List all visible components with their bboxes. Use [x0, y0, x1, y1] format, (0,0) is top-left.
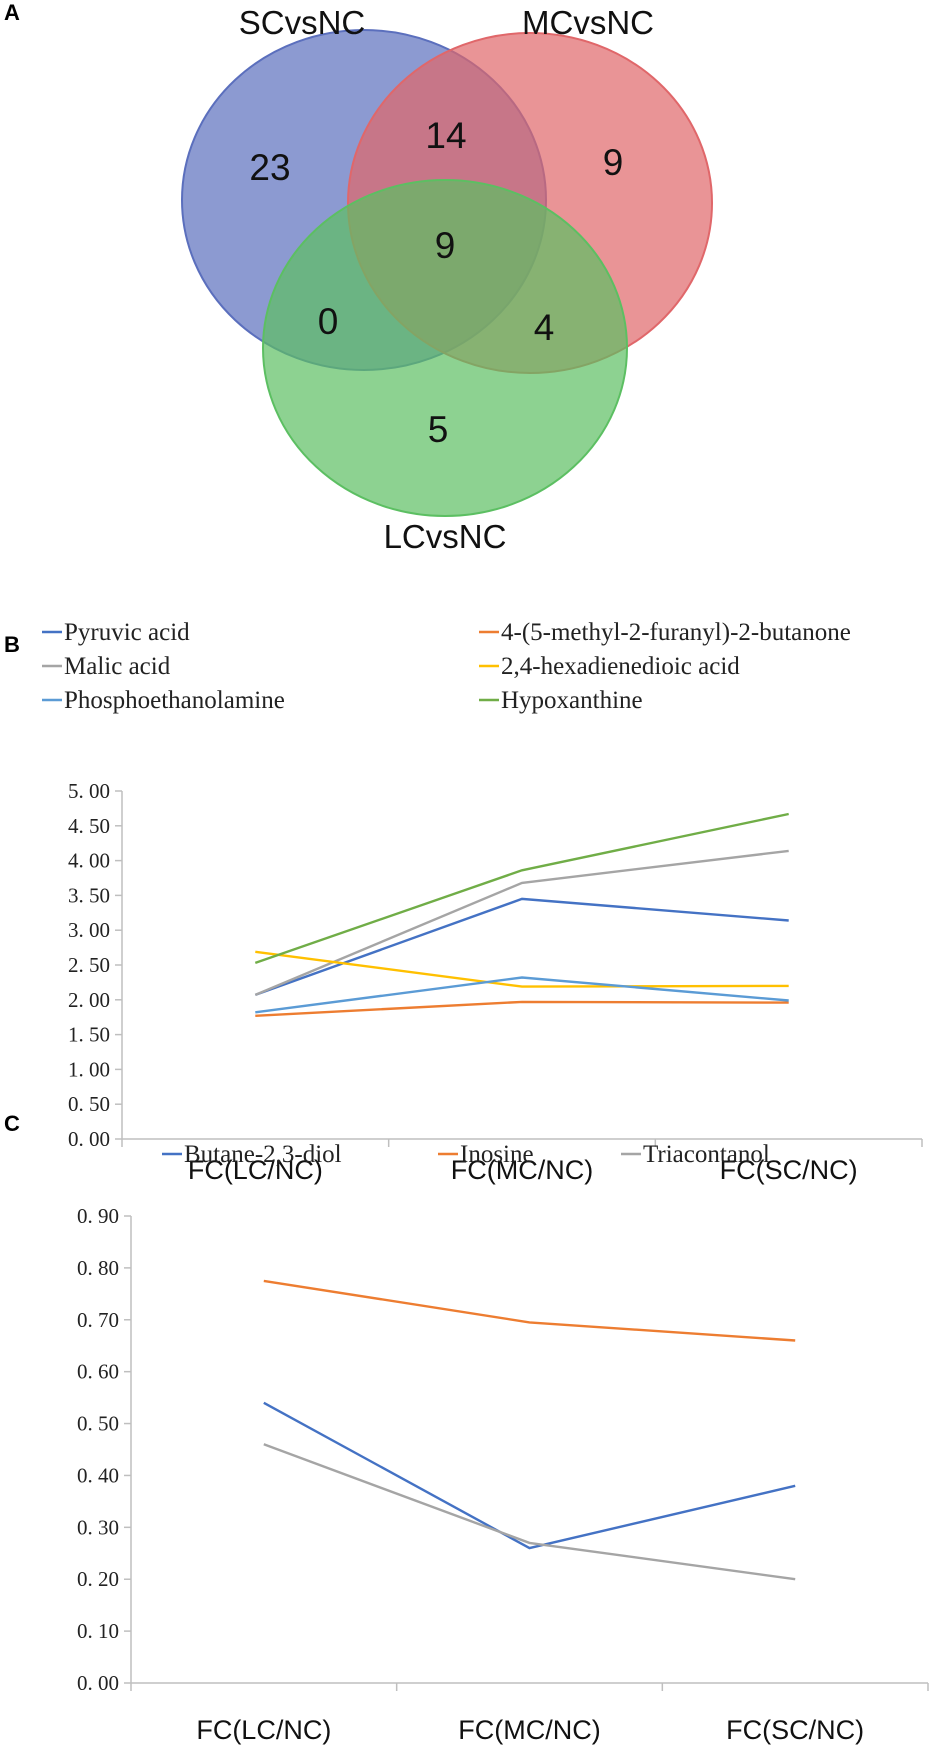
y-tick-label: 4. 00 — [68, 849, 110, 873]
venn-count-sc-mc: 14 — [425, 115, 466, 156]
y-tick-label: 0. 50 — [77, 1412, 119, 1436]
venn-count-sc-lc: 0 — [318, 301, 339, 342]
y-tick-label: 3. 00 — [68, 918, 110, 942]
venn-count-all: 9 — [435, 225, 456, 266]
series-line-0 — [254, 897, 789, 997]
x-category-label: FC(MC/NC) — [458, 1715, 600, 1745]
series-line-5 — [254, 812, 789, 965]
legend-label: Triacontanol — [643, 1141, 770, 1168]
series-line-2 — [263, 1443, 796, 1581]
x-category-label: FC(MC/NC) — [451, 1155, 593, 1185]
venn-set-label-sc: SCvsNC — [239, 4, 366, 41]
y-tick-label: 0. 10 — [77, 1619, 119, 1643]
y-tick-label: 1. 50 — [68, 1023, 110, 1047]
x-category-label: FC(LC/NC) — [188, 1155, 323, 1185]
y-tick-label: 0. 00 — [68, 1127, 110, 1151]
series-line-1 — [255, 1000, 789, 1017]
y-tick-label: 4. 50 — [68, 814, 110, 838]
y-tick-label: 3. 50 — [68, 883, 110, 907]
panel-letter-b: B — [4, 632, 20, 657]
series-line-0 — [263, 1401, 796, 1550]
y-tick-label: 2. 50 — [68, 953, 110, 977]
y-tick-label: 0. 80 — [77, 1256, 119, 1280]
y-tick-label: 0. 50 — [68, 1092, 110, 1116]
legend-label: 4-(5-methyl-2-furanyl)-2-butanone — [501, 619, 851, 646]
y-tick-label: 0. 20 — [77, 1567, 119, 1591]
venn-set-label-mc: MCvsNC — [522, 4, 654, 41]
venn-count-lc-only: 5 — [428, 409, 449, 450]
series-line-4 — [255, 976, 789, 1014]
series-line-1 — [263, 1279, 796, 1342]
y-tick-label: 0. 40 — [77, 1463, 119, 1487]
y-tick-label: 0. 00 — [77, 1671, 119, 1695]
y-tick-label: 2. 00 — [68, 988, 110, 1012]
legend-label: Phosphoethanolamine — [64, 687, 285, 714]
venn-count-mc-only: 9 — [603, 142, 624, 183]
y-tick-label: 0. 30 — [77, 1515, 119, 1539]
y-tick-label: 1. 00 — [68, 1057, 110, 1081]
venn-count-mc-lc: 4 — [534, 307, 555, 348]
legend-label: Hypoxanthine — [501, 687, 643, 714]
line-chart-c: 0. 00 0. 10 0. 20 0. 30 0. 40 0. 50 0. 60 0. 70… — [77, 1141, 929, 1745]
legend-label: 2,4-hexadienedioic acid — [501, 653, 740, 680]
y-tick-label: 0. 70 — [77, 1308, 119, 1332]
x-category-label: FC(LC/NC) — [196, 1715, 331, 1745]
venn-circle-lc — [262, 179, 628, 517]
series-line-2 — [254, 849, 789, 997]
legend-label: Pyruvic acid — [64, 619, 190, 646]
venn-diagram: SCvsNC MCvsNC LCvsNC 23 14 9 9 0 4 5 — [181, 4, 713, 555]
legend-label: Malic acid — [64, 653, 171, 680]
y-tick-label: 0. 90 — [77, 1204, 119, 1228]
legend-label: Butane-2,3-diol — [184, 1141, 342, 1168]
y-tick-label: 5. 00 — [68, 779, 110, 803]
venn-count-sc-only: 23 — [249, 147, 290, 188]
panel-letter-c: C — [4, 1111, 20, 1136]
venn-set-label-lc: LCvsNC — [384, 518, 507, 555]
x-category-label: FC(SC/NC) — [726, 1715, 864, 1745]
legend-label: Inosine — [460, 1141, 534, 1168]
x-category-label: FC(SC/NC) — [720, 1155, 858, 1185]
y-tick-label: 0. 60 — [77, 1360, 119, 1384]
line-chart-b: 0. 00 0. 50 1. 00 1. 50 2. 00 2. 50 3. 00 3. 50… — [42, 619, 923, 1185]
panel-letter-a: A — [4, 0, 20, 25]
series-line-3 — [255, 950, 789, 988]
